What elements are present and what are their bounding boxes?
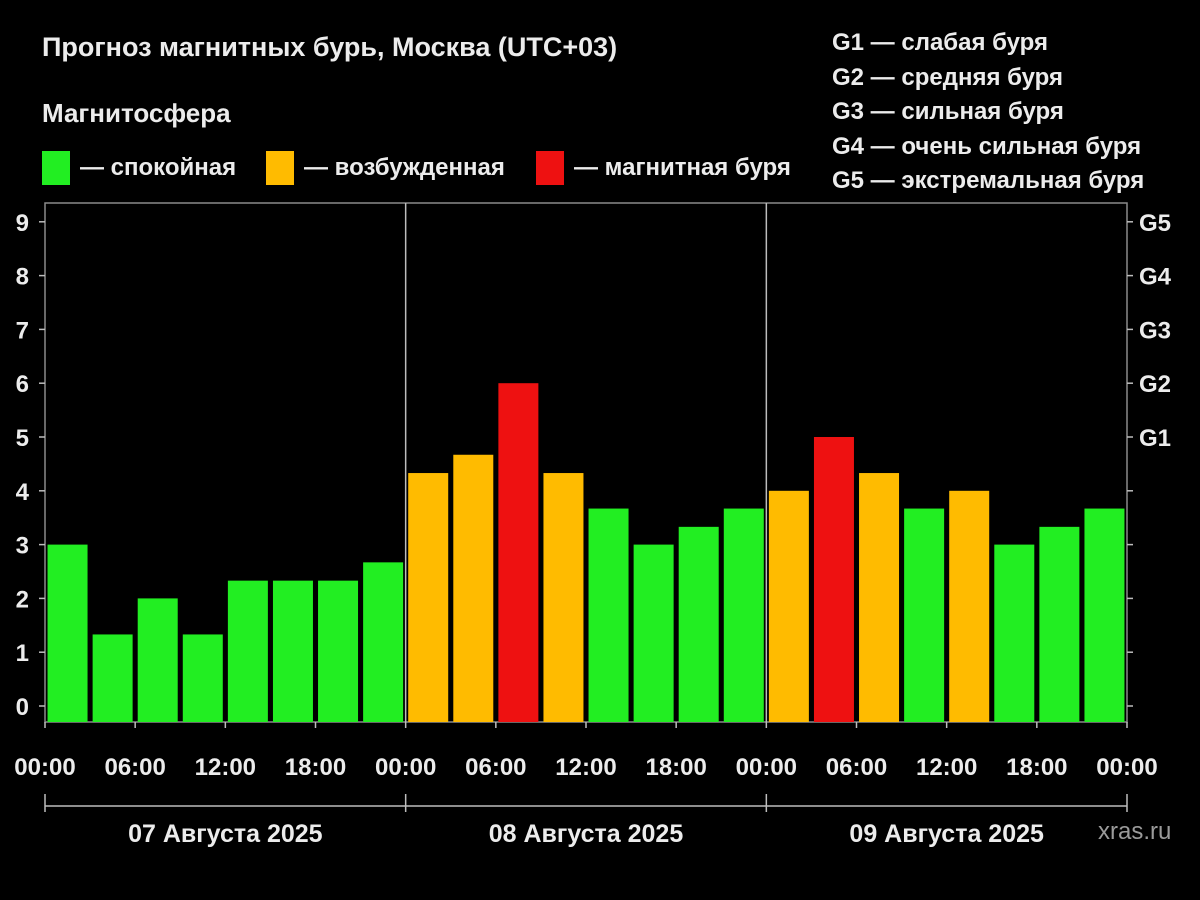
y-tick-label-8: 8 <box>16 264 29 291</box>
bar-21 <box>994 544 1035 722</box>
bar-9 <box>453 454 494 722</box>
right-tick-label-G5: G5 <box>1139 210 1171 237</box>
g-legend-g2: G2 — средняя буря <box>832 63 1063 91</box>
legend-swatch-calm <box>42 151 70 185</box>
bar-13 <box>633 544 674 722</box>
x-tick-label-12: 00:00 <box>1096 754 1157 781</box>
x-tick-label-6: 12:00 <box>555 754 616 781</box>
bar-4 <box>227 580 268 722</box>
legend-item-calm: — спокойная <box>42 150 236 186</box>
legend-swatch-excited <box>266 151 294 185</box>
x-tick-label-5: 06:00 <box>465 754 526 781</box>
bar-0 <box>47 544 88 722</box>
x-tick-label-4: 00:00 <box>375 754 436 781</box>
y-tick-label-2: 2 <box>16 586 29 613</box>
bar-23 <box>1084 508 1125 722</box>
bar-5 <box>272 580 313 722</box>
bar-20 <box>949 490 990 722</box>
bar-1 <box>92 634 133 722</box>
right-tick-label-G4: G4 <box>1139 264 1172 291</box>
bar-11 <box>543 473 584 722</box>
day-label-0: 07 Августа 2025 <box>128 820 323 848</box>
x-tick-label-9: 06:00 <box>826 754 887 781</box>
bar-14 <box>678 526 719 722</box>
g-legend-g5: G5 — экстремальная буря <box>832 167 1145 194</box>
bar-22 <box>1039 526 1080 722</box>
bar-16 <box>768 490 809 722</box>
bar-12 <box>588 508 629 722</box>
watermark: xras.ru <box>1098 818 1172 845</box>
bar-7 <box>363 562 404 722</box>
y-tick-label-7: 7 <box>16 317 29 344</box>
legend-item-storm: — магнитная буря <box>536 150 791 186</box>
y-tick-label-9: 9 <box>16 210 29 237</box>
right-tick-label-G2: G2 <box>1139 371 1171 398</box>
x-tick-label-3: 18:00 <box>285 754 346 781</box>
bar-2 <box>137 598 178 722</box>
page-title: Прогноз магнитных бурь, Москва (UTC+03) <box>42 32 618 62</box>
x-tick-label-1: 06:00 <box>104 754 165 781</box>
legend-label-calm: — спокойная <box>80 154 237 181</box>
x-tick-label-8: 00:00 <box>736 754 797 781</box>
bar-19 <box>904 508 945 722</box>
right-tick-label-G1: G1 <box>1139 425 1171 452</box>
y-tick-label-0: 0 <box>16 694 29 721</box>
legend-swatch-storm <box>536 151 564 185</box>
bar-15 <box>723 508 764 722</box>
x-tick-label-7: 18:00 <box>645 754 706 781</box>
y-tick-label-3: 3 <box>16 533 29 560</box>
y-tick-label-1: 1 <box>16 640 29 667</box>
y-tick-label-5: 5 <box>16 425 29 452</box>
x-tick-label-11: 18:00 <box>1006 754 1067 781</box>
day-label-1: 08 Августа 2025 <box>489 820 684 848</box>
bar-17 <box>813 437 854 722</box>
legend-label-excited: — возбужденная <box>304 154 505 181</box>
legend-label-storm: — магнитная буря <box>574 154 791 181</box>
day-label-2: 09 Августа 2025 <box>849 820 1044 848</box>
g-legend-g1: G1 — слабая буря <box>832 29 1049 56</box>
x-tick-label-10: 12:00 <box>916 754 977 781</box>
x-tick-label-0: 00:00 <box>14 754 75 781</box>
right-tick-label-G3: G3 <box>1139 317 1171 344</box>
bar-6 <box>318 580 359 722</box>
chart-subtitle: Магнитосфера <box>42 98 231 128</box>
bar-10 <box>498 383 539 722</box>
bar-18 <box>859 473 900 722</box>
bar-8 <box>408 473 449 722</box>
x-tick-label-2: 12:00 <box>195 754 256 781</box>
y-tick-label-4: 4 <box>16 479 30 506</box>
g-scale-legend: G1 — слабая буря G2 — средняя буря G3 — … <box>832 26 1144 199</box>
y-tick-label-6: 6 <box>16 371 29 398</box>
g-legend-g4: G4 — очень сильная буря <box>832 132 1142 160</box>
bar-3 <box>182 634 223 722</box>
legend-item-excited: — возбужденная <box>266 150 505 186</box>
g-legend-g3: G3 — сильная буря <box>832 98 1064 125</box>
